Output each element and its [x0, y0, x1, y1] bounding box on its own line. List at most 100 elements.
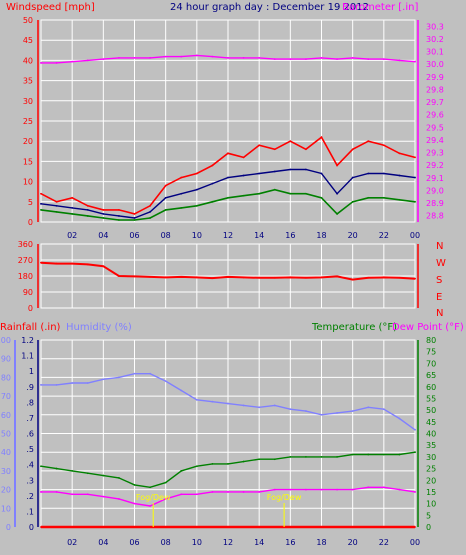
series-low-line-point — [86, 215, 89, 217]
wind-x-tick-label: 06 — [129, 231, 139, 240]
humidity-axis-title: Humidity (%) — [66, 322, 132, 333]
wind-y-tick-label: 30 — [23, 97, 33, 106]
series-low-line-point — [102, 217, 105, 219]
series-gust-line-point — [382, 144, 385, 147]
series-barometer-line-point — [71, 60, 74, 63]
humidity-y-tick-label: 90 — [1, 355, 11, 364]
series-humidity-line-point — [55, 383, 58, 386]
series-humidity-line-point — [149, 372, 151, 375]
wind-x-tick-label: 02 — [67, 231, 77, 240]
series-temperature-line-point — [180, 470, 183, 472]
series-barometer-line-point — [320, 56, 323, 59]
windspeed-axis-title: Windspeed [mph] — [6, 2, 95, 13]
temperature-y-tick-label: 80 — [426, 336, 436, 345]
series-humidity-line-point — [351, 410, 354, 412]
wind-x-tick-label: 22 — [379, 231, 389, 240]
winddir-y-tick-label: 90 — [23, 288, 33, 297]
series-low-line-point — [227, 196, 229, 199]
series-gust-line-point — [367, 140, 370, 143]
series-wind-direction-line-point — [71, 262, 74, 265]
temperature-y-tick-label: 0 — [426, 523, 431, 532]
series-dewpoint-line-point — [367, 486, 370, 489]
rainfall-y-tick-label: 1 — [29, 367, 34, 376]
series-gust-line-point — [273, 148, 276, 151]
series-barometer-line-point — [227, 56, 229, 59]
series-gust-line-point — [305, 148, 307, 151]
series-average-line-point — [305, 168, 307, 171]
series-temperature-line-point — [258, 458, 261, 461]
series-wind-direction-line-point — [102, 265, 105, 268]
rainfall-y-tick-label: .8 — [26, 398, 34, 407]
wind-x-tick-label: 10 — [192, 231, 202, 240]
series-humidity-line-point — [180, 389, 183, 392]
series-dewpoint-line-point — [102, 495, 105, 498]
rainfall-y-tick-label: .5 — [26, 445, 34, 454]
series-barometer-line-point — [102, 58, 105, 61]
series-humidity-line-point — [118, 376, 120, 379]
series-barometer-line-point — [289, 58, 292, 61]
series-temperature-line-point — [414, 451, 416, 454]
rainfall-y-tick-label: .4 — [26, 461, 34, 470]
series-dewpoint-line-point — [118, 498, 120, 500]
series-average-line-point — [414, 176, 416, 179]
series-average-line-point — [351, 176, 354, 179]
series-temperature-line-point — [320, 455, 323, 458]
series-gust-line-point — [195, 172, 198, 175]
series-average-line-point — [336, 192, 338, 195]
series-low-line-point — [164, 208, 167, 211]
humidity-y-tick-label: 60 — [1, 411, 11, 420]
series-wind-direction-line-point — [195, 276, 198, 279]
series-temperature-line-point — [86, 472, 89, 475]
climate-x-tick-label: 02 — [67, 538, 77, 547]
series-average-line-point — [273, 170, 276, 173]
series-average-line-point — [289, 168, 292, 171]
series-temperature-line-point — [149, 486, 151, 489]
series-temperature-line-point — [351, 453, 354, 456]
series-low-line-point — [398, 198, 401, 201]
series-humidity-line-point — [305, 410, 307, 412]
series-average-line-point — [86, 208, 89, 211]
series-average-line-point — [320, 172, 323, 175]
winddir-y-tick-label: 0 — [28, 304, 33, 313]
series-dewpoint-line-point — [273, 488, 276, 491]
climate-x-tick-label: 16 — [285, 538, 295, 547]
series-wind-direction-line-point — [336, 275, 338, 278]
series-average-line-point — [398, 174, 401, 177]
winddir-y-tick-label: 180 — [18, 272, 33, 281]
series-humidity-line-point — [102, 378, 105, 381]
series-wind-direction-line-point — [40, 261, 42, 264]
winddir-y-tick-label: 360 — [18, 240, 33, 249]
series-humidity-line-point — [273, 404, 276, 407]
series-dewpoint-line-point — [211, 491, 214, 493]
series-low-line-point — [133, 219, 136, 221]
series-humidity-line-point — [367, 406, 370, 409]
climate-x-tick-label: 20 — [348, 538, 358, 547]
series-dewpoint-line-point — [351, 488, 354, 491]
wind-y-tick-label: 40 — [23, 56, 33, 65]
rainfall-axis-title: Rainfall (.in) — [0, 322, 61, 333]
humidity-y-tick-label: 80 — [1, 373, 11, 382]
barometer-y-tick-label: 29.2 — [426, 161, 444, 170]
dewpoint-axis-title: Dew Point (°F) — [392, 322, 464, 333]
wind-dir-letter-n-bottom: N — [436, 308, 443, 319]
barometer-y-tick-label: 29.0 — [426, 186, 444, 195]
series-wind-direction-line-point — [398, 276, 401, 279]
series-gust-line-point — [227, 152, 229, 155]
series-temperature-line-point — [336, 455, 338, 458]
series-barometer-line-point — [118, 56, 120, 59]
temperature-y-tick-label: 40 — [426, 430, 436, 439]
series-temperature-line-point — [164, 481, 167, 484]
series-low-line-point — [367, 196, 370, 199]
series-rainfall-line-point — [414, 526, 416, 528]
series-barometer-line-point — [149, 56, 151, 59]
series-dewpoint-line-point — [86, 493, 89, 496]
rainfall-y-tick-label: 1.2 — [21, 336, 34, 345]
wind-y-tick-label: 20 — [23, 137, 33, 146]
temperature-y-tick-label: 20 — [426, 476, 436, 485]
series-wind-direction-line-point — [242, 276, 245, 279]
series-barometer-line-point — [367, 58, 370, 61]
series-humidity-line-point — [320, 413, 323, 416]
climate-x-tick-label: 00 — [410, 538, 420, 547]
series-dewpoint-line-point — [320, 488, 323, 491]
wind-y-tick-label: 15 — [23, 157, 33, 166]
